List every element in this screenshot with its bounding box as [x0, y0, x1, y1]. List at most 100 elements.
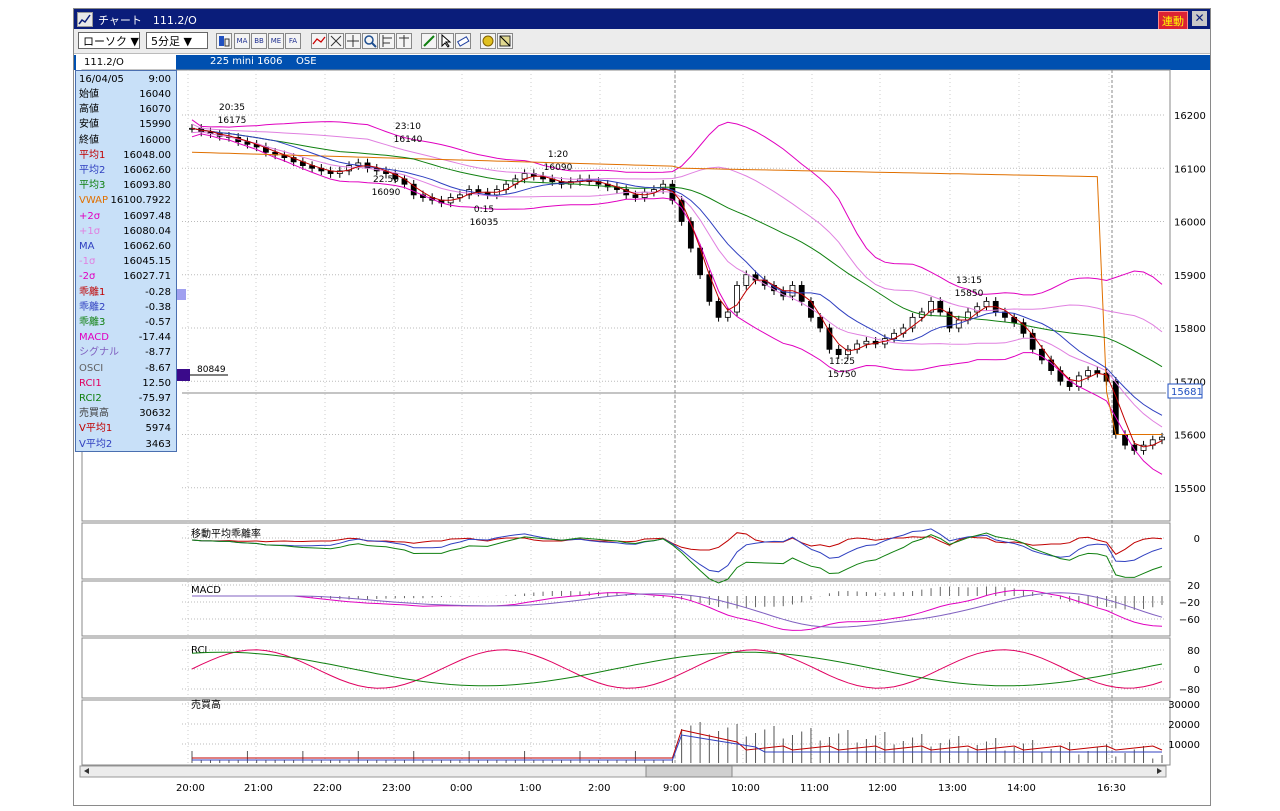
macd-tick-label: 20 [1187, 581, 1200, 592]
chart-app-icon [77, 12, 93, 27]
pane-frame [81, 637, 1171, 699]
candle-body [1159, 436, 1165, 441]
current-price-box [1167, 383, 1203, 399]
candle-body [909, 316, 916, 329]
candle-body [937, 300, 944, 313]
title-bar[interactable]: チャート 111.2/O 連動 ✕ [74, 9, 1210, 31]
line-icon[interactable] [311, 33, 327, 49]
me-icon[interactable]: ME [268, 33, 284, 49]
candle-body [734, 284, 740, 313]
annotation-time: 20:35 [219, 103, 245, 113]
zoom-icon[interactable] [328, 33, 344, 49]
macd-label: MACD [191, 585, 221, 596]
panel-row-5: 平均1 16048.00 [79, 148, 173, 163]
candle-body [346, 165, 352, 172]
annotation-price: 16175 [218, 116, 247, 126]
candle-body [817, 316, 824, 329]
trend-icon[interactable] [396, 33, 412, 49]
time-axis-label: 10:00 [731, 783, 760, 794]
close-button[interactable]: ✕ [1192, 11, 1207, 26]
fa-icon[interactable]: FA [285, 33, 301, 49]
scroll-left-icon[interactable] [84, 768, 89, 774]
panel-row-value: 16093.80 [123, 180, 171, 192]
panel-row-9: +2σ 16097.48 [79, 209, 173, 224]
volume-average-2 [192, 734, 1162, 761]
draw-toggle-icon[interactable] [216, 33, 232, 49]
horizontal-scrollbar[interactable] [79, 765, 1167, 778]
crosshair-icon[interactable] [345, 33, 361, 49]
panel-row-7: 平均3 16093.80 [79, 178, 173, 193]
candle-body [835, 348, 842, 356]
annotation-price: 16090 [372, 188, 401, 198]
deviation-tick-label: 0 [1194, 534, 1200, 545]
scale-icon[interactable] [379, 33, 395, 49]
panel-row-value: -0.57 [145, 317, 171, 328]
instrument-name: 225 mini 1606 [210, 56, 283, 67]
panel-row-6: 平均2 16062.60 [79, 163, 173, 178]
link-button[interactable]: 連動 [1158, 11, 1188, 31]
panel-row-label: 平均1 [79, 149, 106, 161]
pane-frame [81, 522, 1171, 580]
rci-line-1 [191, 649, 1163, 689]
time-axis-label: 13:00 [938, 783, 967, 794]
candle-body [632, 194, 639, 198]
panel-row-value: 5974 [145, 423, 171, 435]
interval-select[interactable]: 5分足 ▼ [146, 32, 208, 49]
panel-row-value: 16062.60 [123, 165, 171, 176]
panel-row-12: -1σ 16045.15 [79, 254, 173, 269]
search-icon[interactable] [362, 33, 378, 49]
time-axis-label: 11:00 [800, 783, 829, 794]
annotation-time: 0:15 [474, 205, 494, 215]
pen-icon[interactable] [421, 33, 437, 49]
panel-row-label: RCI1 [79, 377, 102, 389]
bell-icon[interactable] [480, 33, 496, 49]
candle-body [457, 194, 463, 198]
panel-row-value: 3463 [145, 438, 171, 450]
candle-body [946, 311, 953, 329]
panel-row-label: V平均1 [79, 423, 113, 435]
vwap-line [191, 151, 1162, 435]
macd-line [192, 589, 1163, 631]
panel-row-value: 16048.00 [123, 149, 171, 161]
panel-row-label: RCI2 [79, 393, 102, 404]
cursor-icon[interactable] [438, 33, 454, 49]
candle-body [687, 221, 694, 249]
panel-row-label: 平均3 [79, 180, 106, 192]
price-tick-label: 15700 [1174, 377, 1206, 388]
panel-row-value: 16062.60 [123, 241, 171, 252]
chart-type-select[interactable]: ローソク ▼ [78, 32, 140, 49]
panel-row-label: MA [79, 241, 95, 252]
panel-row-value: 16097.48 [123, 210, 171, 222]
scrollbar-thumb[interactable] [645, 765, 733, 778]
clear-icon[interactable] [497, 33, 513, 49]
panel-row-label: +2σ [79, 210, 101, 222]
bollinger-lower-1 [191, 131, 1163, 428]
ma-icon[interactable]: MA [234, 33, 250, 49]
eraser-icon[interactable] [455, 33, 471, 49]
candle-body [928, 300, 934, 313]
candle-body [1131, 444, 1138, 451]
volume-marker-label: 80849 [197, 365, 226, 375]
time-axis-label: 16:30 [1097, 783, 1126, 794]
panel-row-11: MA 16062.60 [79, 239, 173, 254]
panel-row-value: 15990 [139, 119, 171, 131]
price-tick-label: 16100 [1174, 164, 1206, 175]
price-tick-label: 16200 [1174, 111, 1206, 122]
time-axis-label: 14:00 [1007, 783, 1036, 794]
panel-row-value: -8.67 [145, 362, 171, 374]
pane-frame [81, 580, 1171, 637]
candle-body [410, 183, 417, 196]
scroll-right-icon[interactable] [1157, 768, 1162, 774]
candle-body [1029, 332, 1036, 350]
panel-row-value: 16100.7922 [110, 195, 171, 207]
price-tick-label: 15500 [1174, 484, 1206, 495]
panel-row-15: 乖離2 -0.38 [79, 300, 173, 315]
volume-tick-label: 30000 [1168, 700, 1200, 711]
panel-row-21: RCI2 -75.97 [79, 391, 173, 406]
instrument-code[interactable]: 111.2/O [76, 55, 176, 70]
candle-body [715, 300, 722, 318]
candle-body [724, 311, 731, 318]
annotation-price: 16140 [394, 135, 423, 145]
bb-icon[interactable]: BB [251, 33, 267, 49]
